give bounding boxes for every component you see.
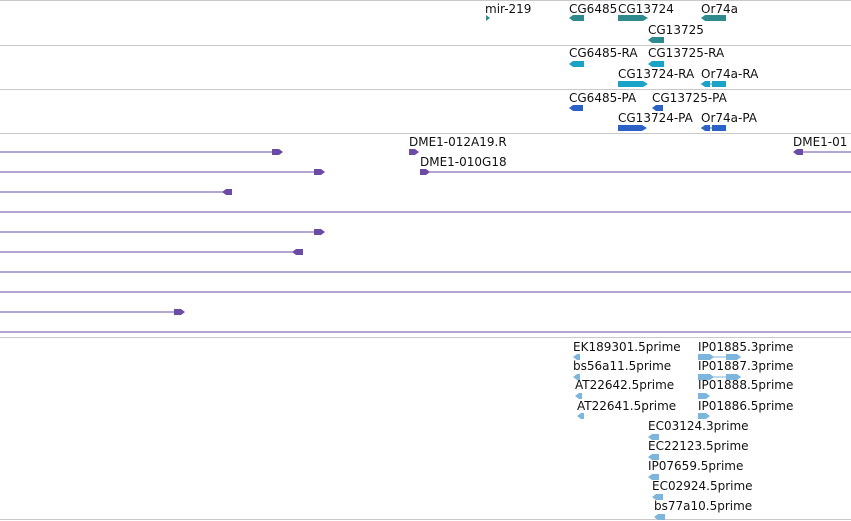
- protein-track: CG6485-PA CG13725-PA CG13724-PA Or74a-PA: [569, 91, 758, 131]
- est-label[interactable]: IP01887.3prime: [698, 359, 793, 373]
- est-feature[interactable]: [648, 454, 659, 460]
- clone-feature[interactable]: [0, 149, 283, 155]
- est-feature[interactable]: [575, 393, 582, 399]
- est-exon[interactable]: [726, 374, 741, 380]
- est-label[interactable]: bs77a10.5prime: [654, 499, 752, 513]
- gene-label[interactable]: mir-219: [485, 2, 531, 16]
- protein-feature-cg13725-pa[interactable]: [652, 105, 663, 111]
- clone-label[interactable]: DME1-010G18: [420, 155, 507, 169]
- clone-label[interactable]: DME1-01: [793, 135, 847, 149]
- protein-feature-cg6485-pa[interactable]: [569, 105, 583, 111]
- gene-label[interactable]: Or74a: [701, 2, 738, 16]
- gene-label[interactable]: CG13724: [618, 2, 674, 16]
- gene-label[interactable]: CG13725: [648, 23, 704, 37]
- est-label[interactable]: IP07659.5prime: [648, 459, 743, 473]
- gene-feature-cg13724[interactable]: [618, 15, 648, 21]
- clone-arrow: [272, 149, 283, 155]
- est-track: EK189301.5prime IP01885.3prime bs56a11.5…: [573, 340, 793, 520]
- clone-feature[interactable]: DME1-012A19.R: [409, 135, 507, 155]
- est-feature[interactable]: [648, 474, 659, 480]
- gene-feature-mir-219[interactable]: [486, 15, 490, 21]
- clone-arrow: [420, 169, 430, 175]
- transcript-label[interactable]: Or74a-RA: [701, 67, 759, 81]
- transcript-label[interactable]: CG13724-RA: [618, 67, 695, 81]
- clone-arrow: [174, 309, 185, 315]
- clone-feature[interactable]: [0, 309, 185, 315]
- est-exon[interactable]: [726, 354, 741, 360]
- clone-arrow: [314, 229, 325, 235]
- est-feature[interactable]: [652, 494, 663, 500]
- protein-feature-or74a-pa[interactable]: [701, 125, 710, 131]
- gene-feature-cg6485[interactable]: [569, 15, 584, 21]
- clone-feature[interactable]: [0, 189, 232, 195]
- est-feature[interactable]: [573, 374, 580, 380]
- est-feature[interactable]: [698, 354, 714, 360]
- clone-feature[interactable]: [0, 249, 303, 255]
- clone-arrow: [222, 189, 232, 195]
- gene-label[interactable]: CG6485: [569, 2, 617, 16]
- transcript-feature-cg13725-ra[interactable]: [648, 61, 664, 67]
- est-feature[interactable]: [573, 354, 580, 360]
- clone-arrow: [409, 149, 419, 155]
- transcript-exon[interactable]: [712, 81, 726, 87]
- protein-label[interactable]: CG13725-PA: [652, 91, 728, 105]
- gene-feature-cg13725[interactable]: [648, 37, 664, 43]
- clone-feature[interactable]: [0, 169, 325, 175]
- est-label[interactable]: bs56a11.5prime: [573, 359, 671, 373]
- est-label[interactable]: EK189301.5prime: [573, 340, 681, 354]
- clone-feature[interactable]: DME1-01: [793, 135, 851, 155]
- est-label[interactable]: AT22642.5prime: [575, 378, 674, 392]
- clone-arrow: [793, 149, 803, 155]
- clone-label[interactable]: DME1-012A19.R: [409, 135, 507, 149]
- transcript-label[interactable]: CG6485-RA: [569, 46, 638, 60]
- est-label[interactable]: EC02924.5prime: [652, 479, 753, 493]
- transcript-feature-cg6485-ra[interactable]: [569, 61, 584, 67]
- protein-feature-cg13724-pa[interactable]: [618, 125, 647, 131]
- est-feature[interactable]: [698, 374, 714, 380]
- est-feature[interactable]: [698, 393, 710, 399]
- est-label[interactable]: EC22123.5prime: [648, 439, 749, 453]
- clone-track: DME1-012A19.R DME1-01 DME1-010G18: [0, 135, 851, 333]
- transcript-label[interactable]: CG13725-RA: [648, 46, 725, 60]
- est-feature[interactable]: [654, 514, 665, 520]
- est-label[interactable]: AT22641.5prime: [577, 399, 676, 413]
- gene-feature-or74a[interactable]: [701, 15, 726, 21]
- clone-feature[interactable]: [0, 229, 325, 235]
- est-feature[interactable]: [698, 413, 710, 419]
- clone-feature[interactable]: DME1-010G18: [420, 155, 851, 175]
- protein-label[interactable]: CG13724-PA: [618, 111, 694, 125]
- clone-arrow: [314, 169, 325, 175]
- protein-label[interactable]: Or74a-PA: [701, 111, 758, 125]
- protein-label[interactable]: CG6485-PA: [569, 91, 637, 105]
- gene-track: mir-219 CG6485 CG13724 Or74a CG13725: [485, 2, 738, 43]
- est-label[interactable]: IP01888.5prime: [698, 378, 793, 392]
- est-label[interactable]: IP01886.5prime: [698, 399, 793, 413]
- est-feature[interactable]: [577, 413, 584, 419]
- est-label[interactable]: EC03124.3prime: [648, 419, 749, 433]
- transcript-track: CG6485-RA CG13725-RA CG13724-RA Or74a-RA: [569, 46, 759, 87]
- transcript-feature-cg13724-ra[interactable]: [618, 81, 648, 87]
- est-feature[interactable]: [648, 434, 659, 440]
- transcript-feature-or74a-ra[interactable]: [701, 81, 710, 87]
- est-label[interactable]: IP01885.3prime: [698, 340, 793, 354]
- clone-arrow: [292, 249, 303, 255]
- protein-exon[interactable]: [712, 125, 726, 131]
